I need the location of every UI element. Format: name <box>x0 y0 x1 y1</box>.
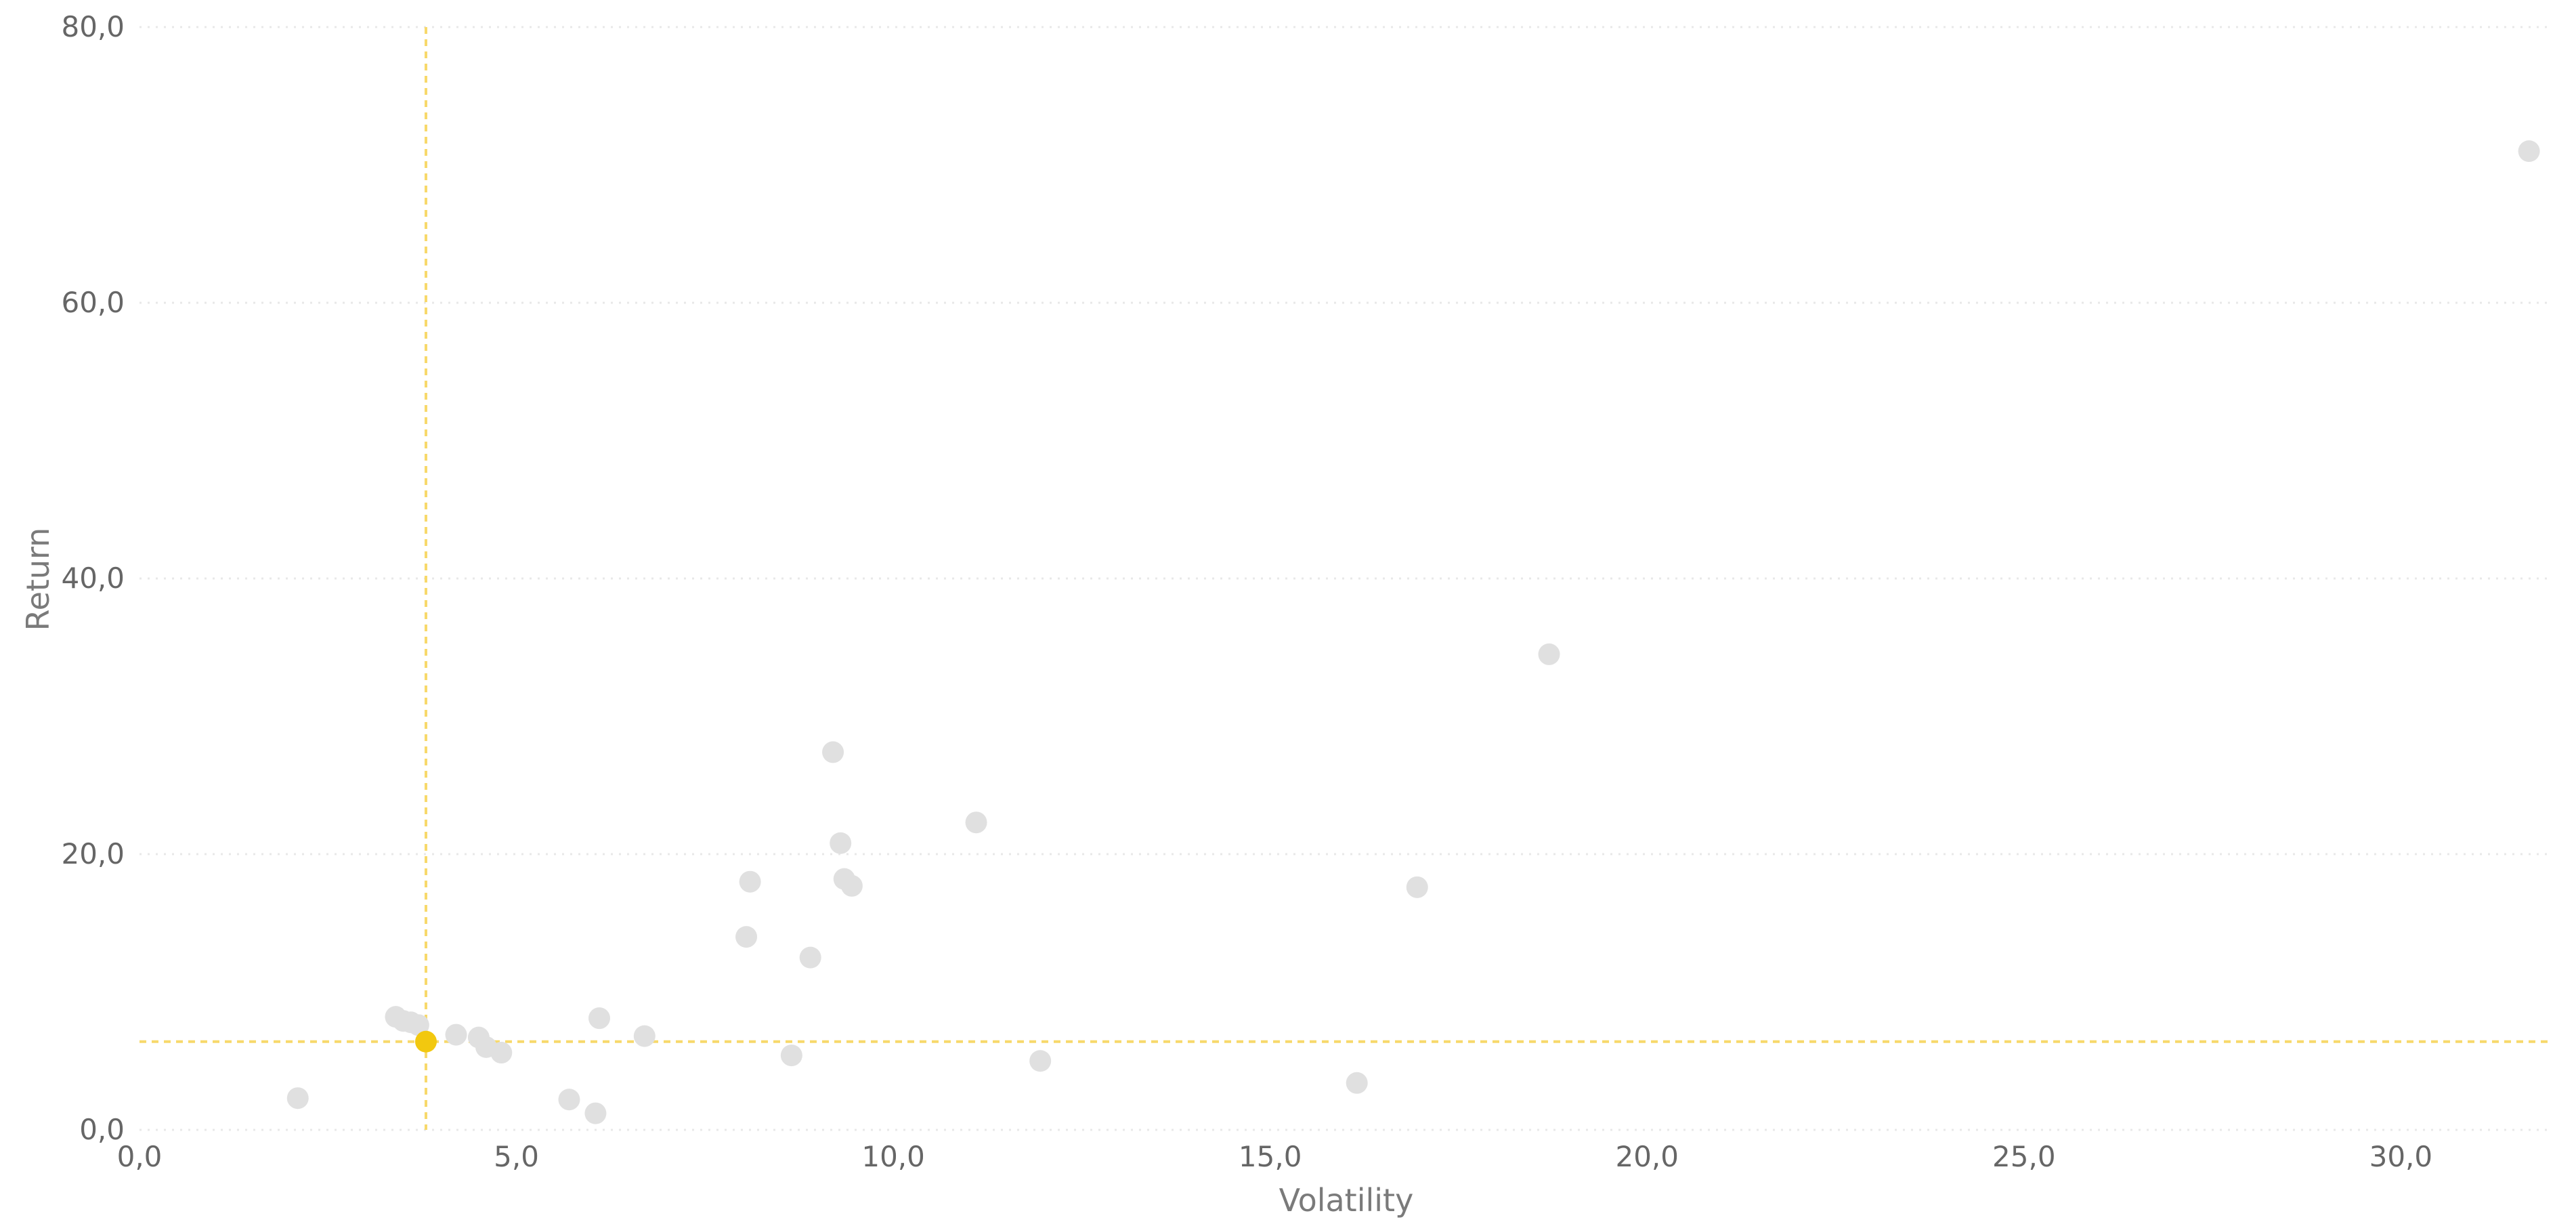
y-axis-ticks: 0,0 20,0 40,0 60,0 80,0 <box>61 10 125 1146</box>
data-point[interactable] <box>965 811 987 834</box>
y-axis-title: Return <box>20 528 56 631</box>
x-tick-label: 10,0 <box>861 1140 925 1173</box>
data-point[interactable] <box>633 1025 656 1047</box>
x-tick-label: 30,0 <box>2369 1140 2433 1173</box>
y-tick-label: 60,0 <box>61 286 125 319</box>
data-point[interactable] <box>2518 140 2540 163</box>
grid-layer <box>139 26 2552 1131</box>
data-point[interactable] <box>830 832 852 854</box>
x-tick-label: 20,0 <box>1615 1140 1679 1173</box>
data-point[interactable] <box>822 741 844 763</box>
data-point[interactable] <box>840 874 863 897</box>
x-tick-label: 0,0 <box>117 1140 163 1173</box>
x-tick-label: 25,0 <box>1992 1140 2056 1173</box>
reference-lines <box>139 27 2552 1130</box>
data-point[interactable] <box>780 1044 802 1067</box>
data-point[interactable] <box>799 946 821 969</box>
highlight-layer <box>414 1030 437 1053</box>
data-point[interactable] <box>1346 1072 1368 1094</box>
data-point[interactable] <box>1538 643 1560 665</box>
x-axis-ticks: 0,0 5,0 10,0 15,0 20,0 25,0 30,0 <box>117 1140 2433 1173</box>
data-point[interactable] <box>407 1014 429 1036</box>
y-tick-label: 0,0 <box>79 1113 125 1146</box>
data-point[interactable] <box>490 1042 513 1064</box>
data-point[interactable] <box>584 1102 607 1124</box>
highlighted-data-point[interactable] <box>414 1030 437 1053</box>
data-point[interactable] <box>445 1023 467 1046</box>
data-point[interactable] <box>1406 876 1428 898</box>
data-point[interactable] <box>739 870 761 893</box>
y-tick-label: 20,0 <box>61 837 125 870</box>
data-point[interactable] <box>286 1087 309 1110</box>
data-point[interactable] <box>588 1007 611 1030</box>
x-tick-label: 15,0 <box>1239 1140 1302 1173</box>
x-axis-title: Volatility <box>1279 1182 1414 1219</box>
y-tick-label: 80,0 <box>61 10 125 43</box>
x-tick-label: 5,0 <box>494 1140 539 1173</box>
data-points <box>286 140 2540 1124</box>
data-point[interactable] <box>558 1089 580 1111</box>
data-point[interactable] <box>1029 1050 1052 1072</box>
y-tick-label: 40,0 <box>61 562 125 595</box>
data-point[interactable] <box>735 926 758 948</box>
